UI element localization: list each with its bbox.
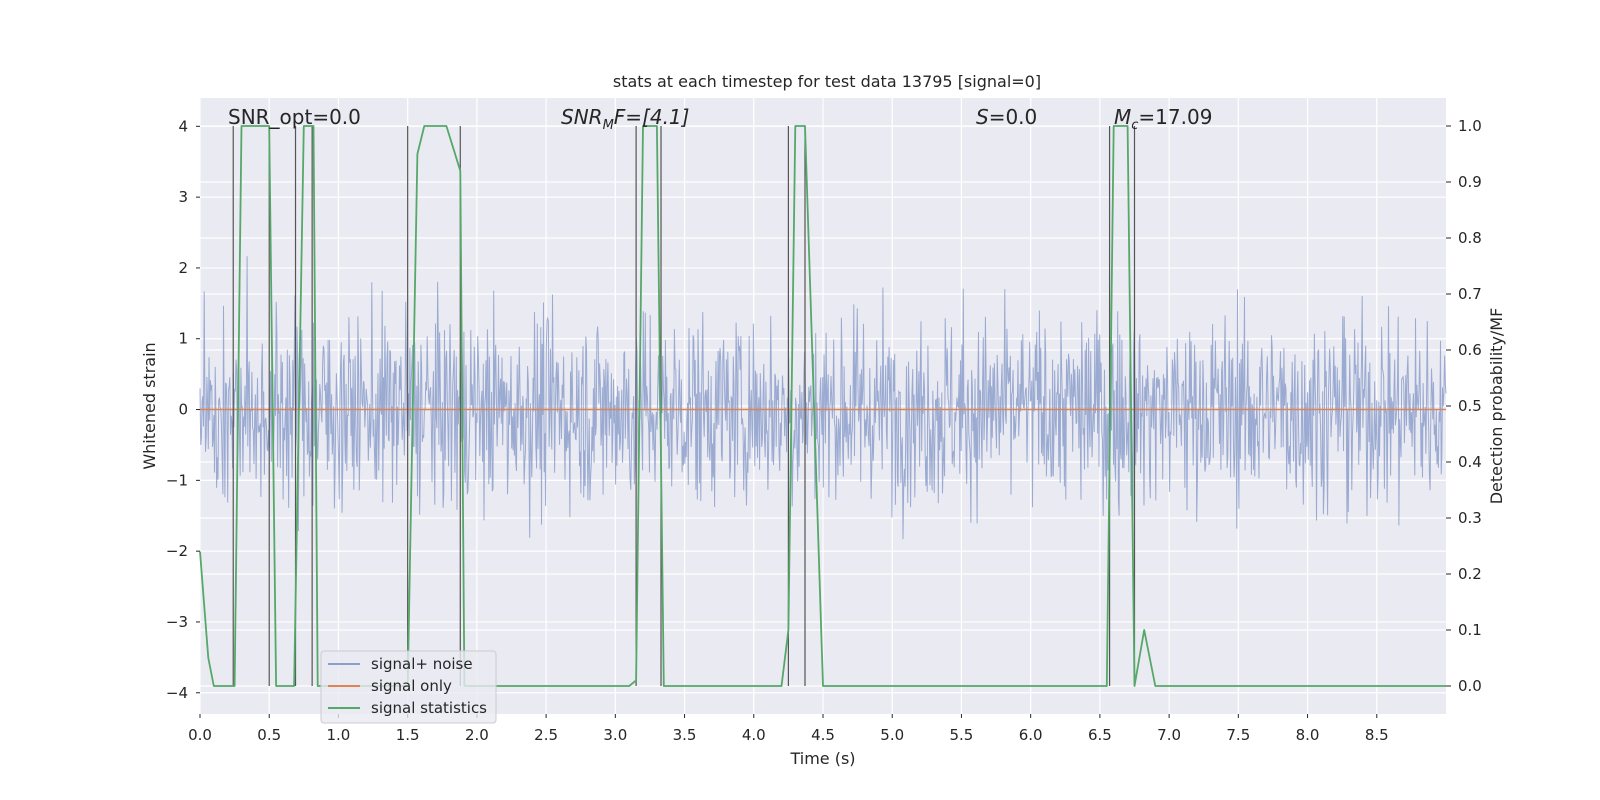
x-tick-label: 3.0 (603, 726, 627, 744)
y-tick-label: 4 (178, 117, 188, 135)
y2-tick-label: 1.0 (1458, 117, 1482, 135)
y2-axis-ticks: 0.0 0.1 0.2 0.3 0.4 0.5 0.6 0.7 0.8 0.9 1.0 (1446, 117, 1482, 695)
legend-label-signal-statistics: signal statistics (371, 699, 487, 717)
annotation-s: S=0.0 (976, 105, 1037, 129)
y2-tick-label: 0.5 (1458, 397, 1482, 415)
x-tick-label: 6.0 (1019, 726, 1043, 744)
x-axis-label: Time (s) (789, 749, 855, 768)
legend-label-signal-noise: signal+ noise (371, 655, 473, 673)
x-axis-ticks: 0.0 0.5 1.0 1.5 2.0 2.5 3.0 3.5 4.0 4.5 5.0 5.5 6.0 6… (188, 714, 1389, 744)
y2-tick-label: 0.1 (1458, 621, 1482, 639)
x-tick-label: 0.0 (188, 726, 212, 744)
y-tick-label: −1 (166, 471, 188, 489)
y2-tick-label: 0.3 (1458, 509, 1482, 527)
y-tick-label: 3 (178, 188, 188, 206)
annotation-snr-mf: SNRMF=[4.1] (561, 105, 689, 133)
y2-tick-label: 0.6 (1458, 341, 1482, 359)
annotation-chirp-mass: Mc=17.09 (1114, 105, 1212, 133)
y-axis-label: Whitened strain (140, 342, 159, 469)
y-tick-label: −2 (166, 542, 188, 560)
legend-box (320, 650, 497, 724)
annotation-snr-opt: SNR_opt=0.0 (228, 105, 361, 129)
x-tick-label: 7.5 (1226, 726, 1250, 744)
x-tick-label: 1.5 (396, 726, 420, 744)
x-tick-label: 3.5 (673, 726, 697, 744)
y-axis-ticks: −4 −3 −2 −1 0 1 2 3 4 (166, 117, 200, 702)
y2-tick-label: 0.9 (1458, 173, 1482, 191)
x-tick-label: 5.5 (950, 726, 974, 744)
y2-axis-label: Detection probability/MF (1487, 308, 1506, 505)
x-tick-label: 7.0 (1157, 726, 1181, 744)
x-tick-label: 6.5 (1088, 726, 1112, 744)
legend-label-signal-only: signal only (371, 677, 452, 695)
x-tick-label: 8.5 (1365, 726, 1389, 744)
y2-tick-label: 0.4 (1458, 453, 1482, 471)
y2-tick-label: 0.0 (1458, 677, 1482, 695)
x-tick-label: 0.5 (257, 726, 281, 744)
y-tick-label: −4 (166, 684, 188, 702)
x-tick-label: 8.0 (1296, 726, 1320, 744)
x-tick-label: 1.0 (327, 726, 351, 744)
y-tick-label: 0 (178, 401, 188, 419)
y-tick-label: 1 (178, 330, 188, 348)
x-tick-label: 2.0 (465, 726, 489, 744)
x-tick-label: 2.5 (534, 726, 558, 744)
y2-tick-label: 0.7 (1458, 285, 1482, 303)
legend: signal+ noise signal only signal statist… (320, 650, 497, 724)
y2-tick-label: 0.2 (1458, 565, 1482, 583)
x-tick-label: 4.0 (742, 726, 766, 744)
chart-title: stats at each timestep for test data 137… (613, 72, 1041, 91)
y2-tick-label: 0.8 (1458, 229, 1482, 247)
y-tick-label: 2 (178, 259, 188, 277)
x-tick-label: 5.0 (880, 726, 904, 744)
x-tick-label: 4.5 (811, 726, 835, 744)
y-tick-label: −3 (166, 613, 188, 631)
